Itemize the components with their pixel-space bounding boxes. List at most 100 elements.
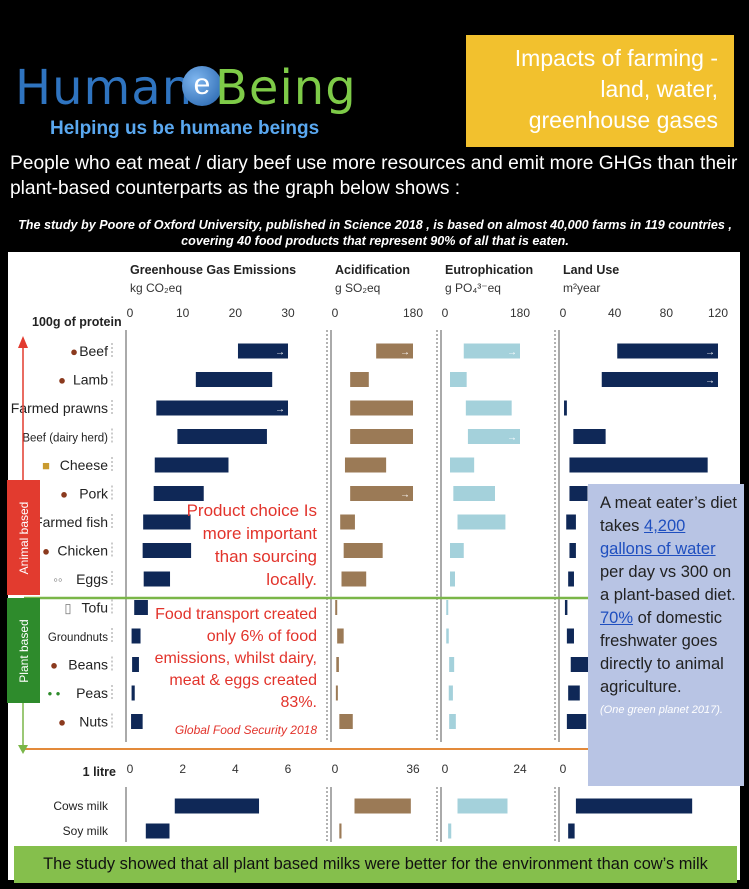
milk-tick-greenhouse-gas-emissions-0: 0 [127, 762, 134, 776]
protein-bar-land-use-lamb [601, 372, 718, 387]
row-label-eggs: Eggs [76, 571, 108, 587]
footer-banner: The study showed that all plant based mi… [14, 846, 737, 883]
water-gallons-link[interactable]: 4,200 gallons of water [600, 517, 716, 558]
eggs-icon: ◦◦ [53, 572, 62, 587]
water-text-2: per day vs 300 on a plant-based diet. [600, 563, 736, 604]
milk-tick-land-use-0: 0 [560, 762, 567, 776]
water-usage-box: A meat eater’s diet takes 4,200 gallons … [588, 484, 744, 786]
cheese-icon: ■ [42, 458, 50, 473]
protein-bar-eutrophication-eggs [450, 571, 455, 587]
protein-overflow-arrow-land-use-beef: → [705, 347, 715, 358]
protein-bar-greenhouse-gas-emissions-chicken [142, 543, 192, 558]
milk-tick-eutrophication-1: 24 [513, 762, 527, 776]
protein-bar-greenhouse-gas-emissions-nuts [131, 714, 143, 729]
protein-bar-acidification-pork [350, 486, 413, 501]
plant-based-label: Plant based [7, 598, 40, 703]
protein-bar-land-use-beans [570, 657, 589, 672]
row-label-groundnuts: Groundnuts [48, 632, 108, 644]
protein-bar-land-use-peas [568, 685, 580, 701]
protein-bar-eutrophication-beef [463, 343, 520, 359]
milk-tick-greenhouse-gas-emissions-1: 2 [179, 762, 186, 776]
protein-tick-eutrophication-1: 180 [510, 306, 530, 320]
protein-tick-eutrophication-0: 0 [442, 306, 449, 320]
milk-bar-land-use-cows-milk [575, 798, 693, 814]
protein-tick-greenhouse-gas-emissions-3: 30 [281, 306, 295, 320]
protein-overflow-arrow-eutrophication-beef: → [507, 347, 517, 358]
tofu-icon: ▯ [64, 601, 71, 616]
protein-bar-greenhouse-gas-emissions-farmed-prawns [156, 400, 288, 416]
animal-arrow-head [18, 336, 28, 348]
protein-bar-eutrophication-beans [449, 657, 455, 672]
title-line-3: greenhouse gases [528, 107, 718, 133]
protein-bar-greenhouse-gas-emissions-farmed-fish [143, 514, 191, 530]
protein-bar-eutrophication-nuts [449, 714, 456, 729]
milk-label-soy-milk: Soy milk [63, 824, 109, 838]
logo: Human e Being Helping us be humane being… [10, 38, 370, 148]
protein-bar-eutrophication-peas [448, 685, 453, 701]
beans-icon: ● [50, 658, 58, 673]
protein-bar-eutrophication-farmed-prawns [465, 400, 512, 416]
logo-globe-icon: e [182, 66, 222, 106]
unit-label-protein: 100g of protein [32, 315, 122, 329]
transport-note-source: Global Food Security 2018 [174, 723, 317, 737]
row-label-nuts: Nuts [79, 714, 108, 730]
intro-text: People who eat meat / diary beef use mor… [10, 153, 738, 199]
protein-bar-land-use-chicken [569, 543, 576, 558]
protein-bar-acidification-beef-dairy-herd [350, 429, 413, 444]
animal-based-label: Animal based [7, 480, 40, 595]
protein-bar-acidification-nuts [339, 714, 353, 729]
freshwater-percent-link[interactable]: 70% [600, 609, 634, 627]
beef-icon: ● [70, 344, 78, 359]
pork-icon: ● [60, 487, 68, 502]
protein-bar-land-use-nuts [566, 714, 587, 729]
milk-bar-eutrophication-soy-milk [448, 823, 452, 839]
milk-tick-acidification-0: 0 [332, 762, 339, 776]
milk-tick-greenhouse-gas-emissions-3: 6 [285, 762, 292, 776]
panel-title-acidification: Acidification [335, 263, 410, 277]
row-label-lamb: Lamb [73, 372, 108, 388]
protein-tick-land-use-3: 120 [708, 306, 728, 320]
protein-bar-eutrophication-beef-dairy-herd [467, 429, 520, 444]
row-label-cheese: Cheese [60, 457, 108, 473]
lamb-icon: ● [58, 373, 66, 388]
protein-overflow-arrow-land-use-lamb: → [705, 376, 715, 387]
protein-tick-greenhouse-gas-emissions-1: 10 [176, 306, 190, 320]
protein-overflow-arrow-greenhouse-gas-emissions-farmed-prawns: → [275, 404, 285, 415]
protein-bar-acidification-lamb [350, 372, 369, 387]
milk-label-cows-milk: Cows milk [53, 799, 109, 813]
protein-bar-eutrophication-farmed-fish [457, 514, 506, 530]
protein-tick-acidification-1: 180 [403, 306, 423, 320]
protein-bar-acidification-eggs [341, 571, 367, 587]
protein-tick-land-use-1: 40 [608, 306, 622, 320]
water-source: (One green planet 2017). [600, 704, 723, 716]
product-choice-note: Product choice Is more important than so… [186, 501, 317, 589]
protein-overflow-arrow-acidification-beef: → [400, 347, 410, 358]
protein-tick-greenhouse-gas-emissions-2: 20 [229, 306, 243, 320]
title-line-1: Impacts of farming - [514, 45, 718, 71]
panel-title-eutrophication: Eutrophication [445, 263, 533, 277]
protein-tick-greenhouse-gas-emissions-0: 0 [127, 306, 134, 320]
milk-bar-greenhouse-gas-emissions-soy-milk [145, 823, 170, 839]
row-label-pork: Pork [79, 486, 109, 502]
protein-bar-acidification-beef [376, 343, 413, 359]
protein-bar-eutrophication-groundnuts [446, 628, 449, 644]
panel-unit-land-use: m²year [563, 281, 600, 295]
protein-bar-greenhouse-gas-emissions-beef-dairy-herd [177, 429, 267, 444]
protein-bar-land-use-beef [617, 343, 718, 359]
water-text-1: A meat eater’s diet takes [600, 494, 737, 535]
protein-bar-land-use-beef-dairy-herd [573, 429, 606, 444]
protein-bar-land-use-farmed-fish [566, 514, 576, 530]
milk-bar-land-use-soy-milk [568, 823, 575, 839]
protein-bar-eutrophication-tofu [446, 600, 449, 615]
protein-bar-land-use-farmed-prawns [564, 400, 567, 416]
panel-unit-greenhouse-gas-emissions: kg CO₂eq [130, 281, 182, 295]
tagline: Helping us be humane beings [50, 118, 320, 139]
protein-bar-acidification-peas [335, 685, 338, 701]
panel-unit-eutrophication: g PO₄³⁻eq [445, 281, 501, 295]
row-label-tofu: Tofu [82, 600, 108, 616]
protein-bar-land-use-groundnuts [566, 628, 574, 644]
protein-bar-land-use-cheese [569, 457, 708, 473]
protein-bar-greenhouse-gas-emissions-beef [237, 343, 288, 359]
title-line-2: land, water, [600, 76, 718, 102]
milk-tick-greenhouse-gas-emissions-2: 4 [232, 762, 239, 776]
